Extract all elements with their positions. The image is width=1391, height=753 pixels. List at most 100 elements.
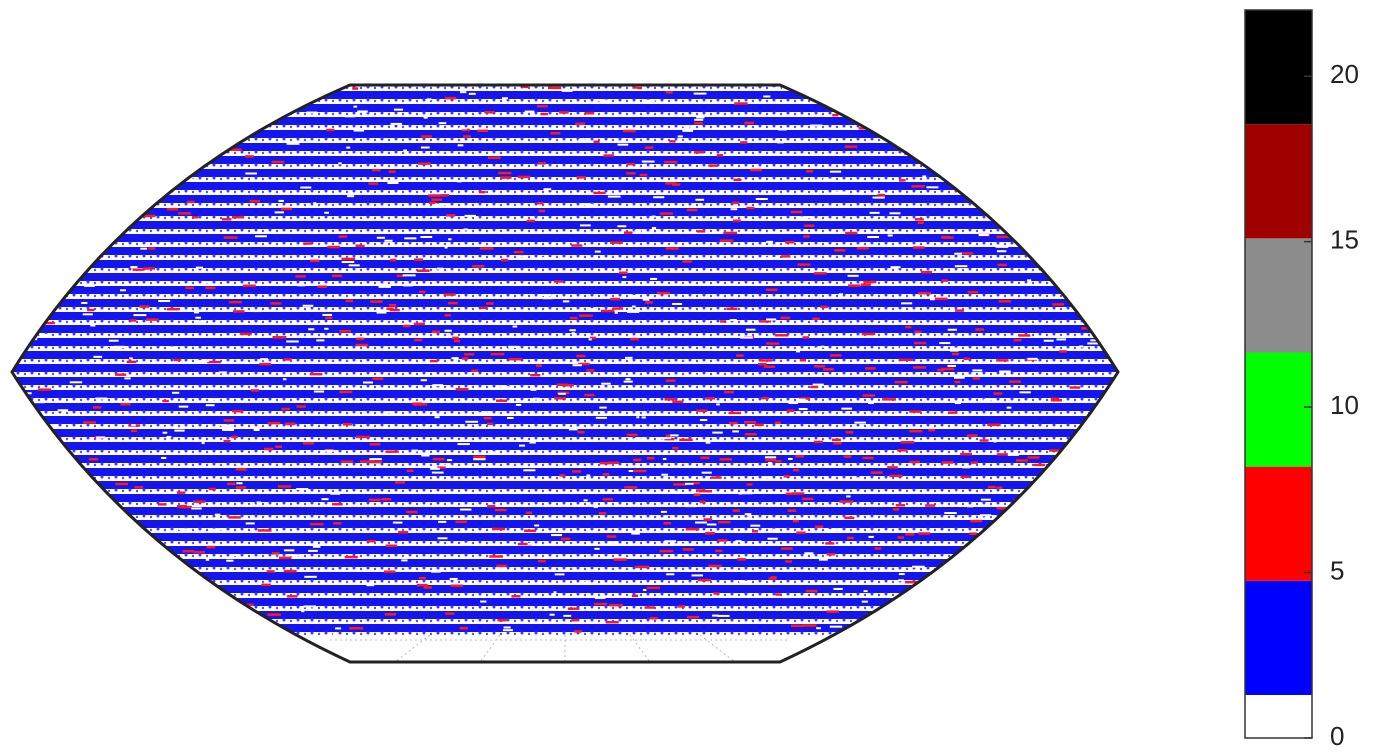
texture-gap <box>426 98 432 101</box>
texture-dash <box>633 458 642 462</box>
texture-dash <box>567 607 580 610</box>
texture-dash <box>455 520 467 524</box>
texture-gap <box>220 424 230 427</box>
texture-gap <box>195 266 204 269</box>
texture-gap <box>438 122 447 125</box>
texture-gap <box>403 284 413 287</box>
texture-dash <box>659 549 674 553</box>
texture-gap <box>119 289 126 292</box>
texture-dash <box>317 285 328 288</box>
texture-gap <box>404 237 417 240</box>
texture-dash <box>218 97 230 101</box>
texture-dash <box>1079 140 1093 143</box>
texture-gap <box>951 489 956 492</box>
texture-dash <box>951 599 961 602</box>
texture-gap <box>1056 338 1067 341</box>
texture-dash <box>139 305 150 308</box>
texture-gap <box>297 284 305 287</box>
texture-dash <box>905 628 916 632</box>
texture-dash <box>820 305 828 309</box>
texture-dash <box>993 392 1003 395</box>
texture-dash <box>13 303 24 306</box>
texture-gap <box>26 472 33 475</box>
texture-gap <box>460 91 467 94</box>
texture-gap <box>901 257 915 260</box>
texture-dash <box>998 300 1012 303</box>
texture-dash <box>372 168 381 172</box>
texture-gap <box>436 267 444 270</box>
texture-dash <box>996 235 1010 239</box>
texture-gap <box>684 482 694 485</box>
texture-dash <box>905 533 915 536</box>
texture-gap <box>95 110 102 113</box>
texture-dash <box>982 613 996 616</box>
texture-gap <box>540 257 551 260</box>
texture-dash <box>136 196 146 200</box>
texture-dash <box>715 549 723 553</box>
texture-gap <box>131 424 136 427</box>
texture-gap <box>898 579 904 582</box>
texture-gap <box>172 391 180 394</box>
texture-dash <box>1065 253 1072 257</box>
texture-dash <box>414 338 423 342</box>
texture-gap <box>437 537 448 540</box>
texture-dash <box>600 309 615 313</box>
texture-gap <box>122 162 136 165</box>
texture-dash <box>208 487 216 491</box>
map-area <box>12 85 1118 662</box>
texture-gap <box>666 573 675 576</box>
texture-dash <box>833 441 842 445</box>
texture-dash <box>355 343 369 347</box>
texture-dash <box>571 618 579 622</box>
texture-dash <box>825 542 835 545</box>
texture-gap <box>625 378 631 381</box>
texture-gap <box>1004 181 1013 184</box>
texture-dash <box>166 307 180 311</box>
texture-dash <box>812 317 820 321</box>
texture-dash <box>919 611 933 615</box>
texture-gap <box>216 89 221 92</box>
texture-gap <box>763 95 771 98</box>
texture-gap <box>283 549 295 552</box>
texture-dash <box>231 215 245 219</box>
texture-gap <box>347 195 355 198</box>
texture-dash <box>193 550 205 554</box>
texture-gap <box>1017 627 1026 630</box>
texture-dash <box>586 369 595 372</box>
texture-gap <box>1085 617 1093 620</box>
texture-dash <box>1015 459 1029 462</box>
texture-dash <box>969 532 977 535</box>
texture-gap <box>393 108 404 111</box>
texture-dash <box>718 520 731 524</box>
texture-gap <box>542 297 553 300</box>
texture-dash <box>882 398 896 401</box>
texture-dash <box>161 583 172 587</box>
texture-gap <box>816 627 821 630</box>
texture-dash <box>584 111 595 115</box>
texture-dash <box>98 243 108 246</box>
texture-dash <box>443 293 456 296</box>
texture-dash <box>692 481 700 485</box>
texture-dash <box>626 172 636 175</box>
texture-gap <box>927 96 936 99</box>
texture-gap <box>537 295 543 298</box>
texture-gap <box>123 144 135 147</box>
texture-dash <box>454 339 461 343</box>
texture-dash <box>303 242 313 245</box>
texture-gap <box>106 630 117 633</box>
texture-dash <box>685 527 700 531</box>
texture-dash <box>227 148 242 151</box>
texture-dash <box>972 377 980 380</box>
texture-gap <box>1003 519 1013 522</box>
texture-dash <box>402 324 411 328</box>
texture-dash <box>420 135 433 138</box>
texture-gap <box>869 120 882 123</box>
texture-dash <box>963 587 975 591</box>
texture-gap <box>1110 95 1118 98</box>
texture-dash <box>500 176 512 179</box>
texture-gap <box>303 605 316 608</box>
texture-dash <box>703 518 713 521</box>
texture-gap <box>253 310 261 313</box>
texture-gap <box>739 336 753 339</box>
texture-dash <box>1076 466 1091 469</box>
